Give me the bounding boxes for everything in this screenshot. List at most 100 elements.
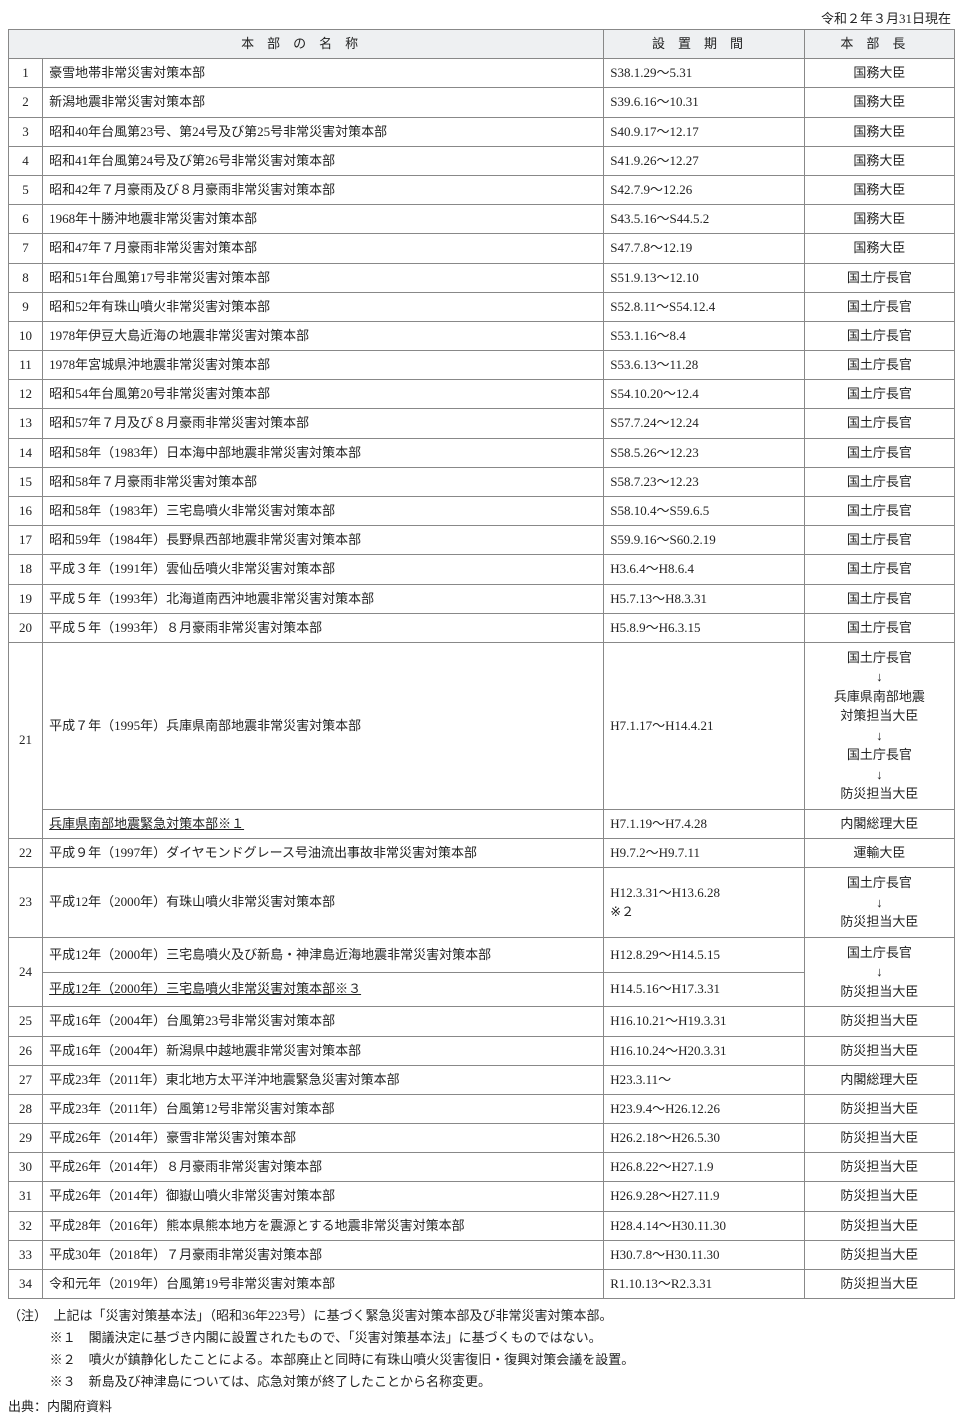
row-number: 9 [9, 292, 43, 321]
table-row: 61968年十勝沖地震非常災害対策本部S43.5.16～S44.5.2国務大臣 [9, 205, 955, 234]
hq-name: 1978年宮城県沖地震非常災害対策本部 [43, 351, 604, 380]
row-number: 28 [9, 1094, 43, 1123]
hq-name: 昭和41年台風第24号及び第26号非常災害対策本部 [43, 146, 604, 175]
table-row: 19平成５年（1993年）北海道南西沖地震非常災害対策本部H5.7.13～H8.… [9, 584, 955, 613]
hq-name: 平成12年（2000年）三宅島噴火及び新島・神津島近海地震非常災害対策本部 [43, 937, 604, 972]
note-3: ※３ 新島及び神津島については、応急対策が終了したことから名称変更。 [8, 1371, 955, 1393]
row-number: 5 [9, 175, 43, 204]
period: S40.9.17～12.17 [604, 117, 804, 146]
hq-name: 令和元年（2019年）台風第19号非常災害対策本部 [43, 1270, 604, 1299]
hq-name: 昭和59年（1984年）長野県西部地震非常災害対策本部 [43, 526, 604, 555]
row-number: 22 [9, 839, 43, 868]
period: R1.10.13～R2.3.31 [604, 1270, 804, 1299]
chief: 運輸大臣 [804, 839, 954, 868]
table-row: 111978年宮城県沖地震非常災害対策本部S53.6.13～11.28国土庁長官 [9, 351, 955, 380]
table-row: 5昭和42年７月豪雨及び８月豪雨非常災害対策本部S42.7.9～12.26国務大… [9, 175, 955, 204]
table-row: 23平成12年（2000年）有珠山噴火非常災害対策本部H12.3.31～H13.… [9, 868, 955, 938]
hq-name: 昭和58年（1983年）三宅島噴火非常災害対策本部 [43, 497, 604, 526]
chief: 国土庁長官 [804, 555, 954, 584]
row-number: 10 [9, 321, 43, 350]
table-row: 21 平成７年（1995年）兵庫県南部地震非常災害対策本部 H7.1.17～H1… [9, 642, 955, 809]
table-row: 2新潟地震非常災害対策本部S39.6.16～10.31国務大臣 [9, 88, 955, 117]
table-row: 13昭和57年７月及び８月豪雨非常災害対策本部S57.7.24～12.24国土庁… [9, 409, 955, 438]
chief: 防災担当大臣 [804, 1124, 954, 1153]
hq-name: 平成12年（2000年）三宅島噴火非常災害対策本部※３ [43, 972, 604, 1007]
chief: 防災担当大臣 [804, 1270, 954, 1299]
hq-name: 平成５年（1993年）８月豪雨非常災害対策本部 [43, 613, 604, 642]
period: H23.3.11～ [604, 1065, 804, 1094]
hq-name: 平成12年（2000年）有珠山噴火非常災害対策本部 [43, 868, 604, 938]
chief: 国務大臣 [804, 146, 954, 175]
period: H23.9.4～H26.12.26 [604, 1094, 804, 1123]
period: S53.6.13～11.28 [604, 351, 804, 380]
table-row: 24 平成12年（2000年）三宅島噴火及び新島・神津島近海地震非常災害対策本部… [9, 937, 955, 972]
row-number: 6 [9, 205, 43, 234]
table-row: 20平成５年（1993年）８月豪雨非常災害対策本部H5.8.9～H6.3.15国… [9, 613, 955, 642]
hq-name: 兵庫県南部地震緊急対策本部※１ [43, 809, 604, 838]
chief: 国土庁長官 [804, 467, 954, 496]
period: H26.8.22～H27.1.9 [604, 1153, 804, 1182]
period: S43.5.16～S44.5.2 [604, 205, 804, 234]
note-1: ※１ 閣議決定に基づき内閣に設置されたもので、「災害対策基本法」に基づくものでは… [8, 1327, 955, 1349]
chief: 国土庁長官 [804, 263, 954, 292]
disaster-hq-table: 本部の名称 設置期間 本部長 1豪雪地帯非常災害対策本部S38.1.29～5.3… [8, 29, 955, 1299]
table-row: 31平成26年（2014年）御嶽山噴火非常災害対策本部H26.9.28～H27.… [9, 1182, 955, 1211]
chief: 防災担当大臣 [804, 1007, 954, 1036]
table-row: 32平成28年（2016年）熊本県熊本地方を震源とする地震非常災害対策本部H28… [9, 1211, 955, 1240]
chief: 防災担当大臣 [804, 1211, 954, 1240]
period: S53.1.16～8.4 [604, 321, 804, 350]
hq-name: 昭和58年（1983年）日本海中部地震非常災害対策本部 [43, 438, 604, 467]
row-number: 31 [9, 1182, 43, 1211]
period: H28.4.14～H30.11.30 [604, 1211, 804, 1240]
table-row: 15昭和58年７月豪雨非常災害対策本部S58.7.23～12.23国土庁長官 [9, 467, 955, 496]
row-number: 8 [9, 263, 43, 292]
period: H16.10.21～H19.3.31 [604, 1007, 804, 1036]
row-number: 18 [9, 555, 43, 584]
period: S54.10.20～12.4 [604, 380, 804, 409]
chief: 国土庁長官↓防災担当大臣 [804, 937, 954, 1007]
row-number: 32 [9, 1211, 43, 1240]
hq-name: 1978年伊豆大島近海の地震非常災害対策本部 [43, 321, 604, 350]
period: S58.10.4～S59.6.5 [604, 497, 804, 526]
notes-block: （注） 上記は「災害対策基本法」（昭和36年223号）に基づく緊急災害対策本部及… [8, 1305, 955, 1393]
hq-name: 豪雪地帯非常災害対策本部 [43, 59, 604, 88]
table-row: 12昭和54年台風第20号非常災害対策本部S54.10.20～12.4国土庁長官 [9, 380, 955, 409]
period: H26.2.18～H26.5.30 [604, 1124, 804, 1153]
period: S39.6.16～10.31 [604, 88, 804, 117]
period: S59.9.16～S60.2.19 [604, 526, 804, 555]
row-number: 34 [9, 1270, 43, 1299]
header-chief: 本部長 [804, 30, 954, 59]
table-row: 22平成９年（1997年）ダイヤモンドグレース号油流出事故非常災害対策本部H9.… [9, 839, 955, 868]
period: H7.1.17～H14.4.21 [604, 642, 804, 809]
row-number: 11 [9, 351, 43, 380]
hq-name: 昭和58年７月豪雨非常災害対策本部 [43, 467, 604, 496]
period: S57.7.24～12.24 [604, 409, 804, 438]
chief: 防災担当大臣 [804, 1240, 954, 1269]
hq-name: 昭和51年台風第17号非常災害対策本部 [43, 263, 604, 292]
hq-name: 平成23年（2011年）東北地方太平洋沖地震緊急災害対策本部 [43, 1065, 604, 1094]
hq-name: 平成26年（2014年）豪雪非常災害対策本部 [43, 1124, 604, 1153]
chief: 国土庁長官 [804, 380, 954, 409]
table-row: 28平成23年（2011年）台風第12号非常災害対策本部H23.9.4～H26.… [9, 1094, 955, 1123]
table-row: 27平成23年（2011年）東北地方太平洋沖地震緊急災害対策本部H23.3.11… [9, 1065, 955, 1094]
row-number: 33 [9, 1240, 43, 1269]
chief: 内閣総理大臣 [804, 809, 954, 838]
chief: 国土庁長官 [804, 409, 954, 438]
table-row: 8昭和51年台風第17号非常災害対策本部S51.9.13～12.10国土庁長官 [9, 263, 955, 292]
table-row: 101978年伊豆大島近海の地震非常災害対策本部S53.1.16～8.4国土庁長… [9, 321, 955, 350]
period: S47.7.8～12.19 [604, 234, 804, 263]
chief: 国土庁長官↓兵庫県南部地震対策担当大臣↓国土庁長官↓防災担当大臣 [804, 642, 954, 809]
period: H5.8.9～H6.3.15 [604, 613, 804, 642]
chief: 国務大臣 [804, 205, 954, 234]
chief: 国土庁長官 [804, 584, 954, 613]
table-row: 9昭和52年有珠山噴火非常災害対策本部S52.8.11～S54.12.4国土庁長… [9, 292, 955, 321]
hq-name: 昭和47年７月豪雨非常災害対策本部 [43, 234, 604, 263]
chief: 国土庁長官 [804, 526, 954, 555]
period: H26.9.28～H27.11.9 [604, 1182, 804, 1211]
row-number: 27 [9, 1065, 43, 1094]
row-number: 13 [9, 409, 43, 438]
table-row: 4昭和41年台風第24号及び第26号非常災害対策本部S41.9.26～12.27… [9, 146, 955, 175]
row-number: 30 [9, 1153, 43, 1182]
chief: 国務大臣 [804, 234, 954, 263]
period: H3.6.4～H8.6.4 [604, 555, 804, 584]
